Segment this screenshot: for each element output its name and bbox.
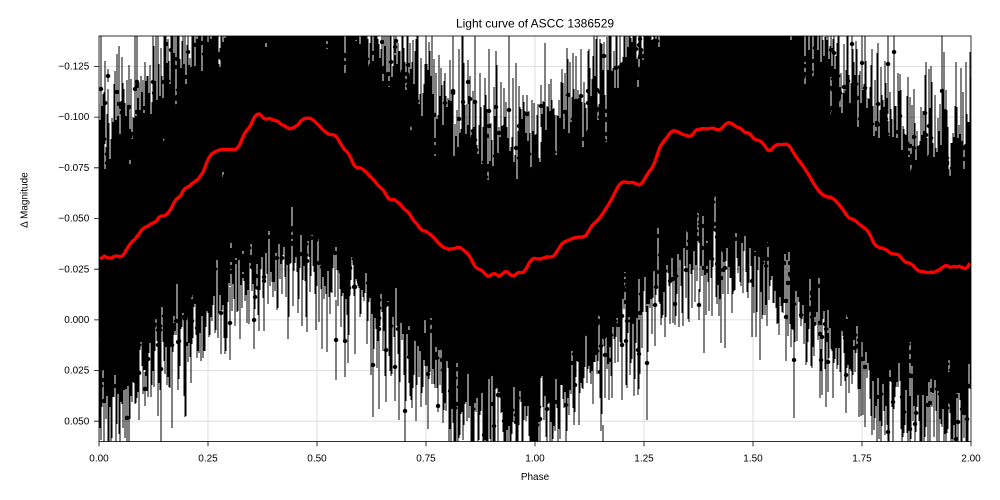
svg-text:−0.050: −0.050 — [58, 214, 89, 225]
svg-text:1.50: 1.50 — [743, 453, 763, 464]
svg-text:0.25: 0.25 — [198, 453, 218, 464]
svg-text:−0.075: −0.075 — [58, 163, 89, 174]
svg-text:0.000: 0.000 — [64, 315, 89, 326]
svg-text:0.50: 0.50 — [307, 453, 327, 464]
svg-text:Δ Magnitude: Δ Magnitude — [19, 172, 30, 228]
svg-text:−0.025: −0.025 — [58, 264, 89, 275]
svg-text:0.025: 0.025 — [64, 366, 89, 377]
svg-text:−0.125: −0.125 — [58, 62, 89, 73]
svg-text:−0.100: −0.100 — [58, 112, 89, 123]
svg-text:1.25: 1.25 — [634, 453, 654, 464]
svg-text:Light curve of ASCC 1386529: Light curve of ASCC 1386529 — [456, 17, 614, 31]
svg-text:1.00: 1.00 — [525, 453, 545, 464]
svg-text:0.00: 0.00 — [89, 453, 109, 464]
svg-text:Phase: Phase — [521, 472, 550, 483]
svg-text:2.00: 2.00 — [961, 453, 981, 464]
svg-text:0.050: 0.050 — [64, 416, 89, 427]
svg-text:0.75: 0.75 — [416, 453, 436, 464]
svg-text:1.75: 1.75 — [852, 453, 872, 464]
